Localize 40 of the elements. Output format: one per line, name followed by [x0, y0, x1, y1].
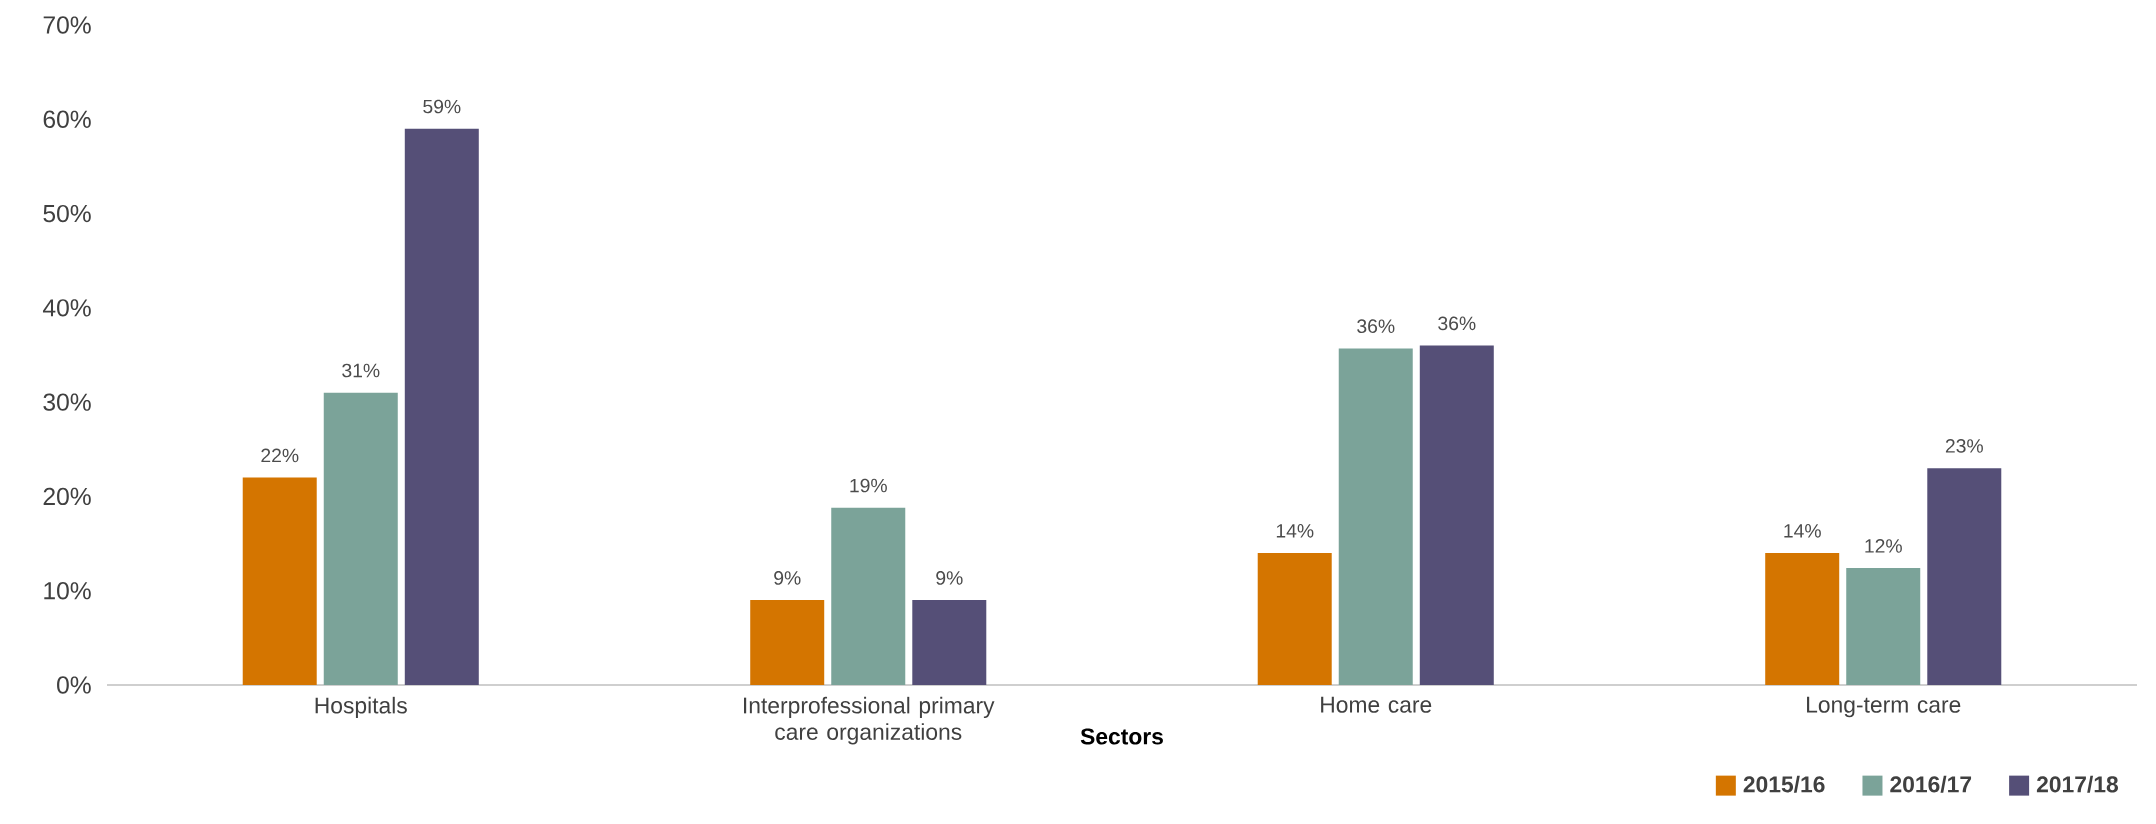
bar	[1927, 468, 2002, 685]
data-label: 36%	[1357, 319, 1395, 334]
x-tick-label: Interprofessional primary care organizations	[744, 696, 995, 745]
x-tick-label: Home care	[1321, 696, 1432, 713]
data-label: 12%	[1865, 539, 1902, 553]
data-label: 59%	[423, 99, 461, 114]
bar	[1257, 552, 1332, 685]
data-label: 36%	[1438, 316, 1476, 331]
legend-label: 2015/16	[1743, 775, 1825, 793]
data-label: 31%	[342, 363, 380, 378]
data-label: 23%	[1945, 439, 1983, 453]
y-tick-label: 10%	[44, 582, 91, 600]
data-label: 14%	[1276, 524, 1314, 538]
x-tick-label: Hospitals	[315, 696, 407, 719]
x-axis-title: Sectors	[1080, 728, 1163, 745]
legend-label: 2017/18	[2036, 775, 2119, 793]
y-tick-label: 40%	[42, 299, 91, 317]
bar	[1765, 552, 1840, 685]
bar	[912, 600, 987, 685]
data-label: 19%	[850, 478, 887, 493]
bar	[831, 507, 906, 685]
x-tick-label: Long-term care	[1807, 696, 1961, 718]
y-tick-label: 60%	[43, 110, 91, 128]
bar	[750, 600, 825, 685]
bar	[1419, 345, 1494, 685]
bar	[323, 392, 398, 685]
bar	[404, 128, 479, 685]
y-tick-label: 0%	[57, 676, 91, 694]
bar	[242, 477, 317, 685]
data-label: 14%	[1784, 524, 1821, 538]
legend-label: 2016/17	[1890, 775, 1972, 793]
y-tick-label: 50%	[43, 204, 91, 223]
y-tick-label: 20%	[43, 487, 91, 506]
data-label: 9%	[774, 571, 801, 585]
y-tick-label: 30%	[43, 393, 91, 411]
data-label: 9%	[936, 571, 963, 585]
bar	[1846, 568, 1921, 685]
y-tick-label: 70%	[43, 16, 91, 34]
data-label: 22%	[261, 448, 299, 463]
bar	[1338, 348, 1413, 685]
